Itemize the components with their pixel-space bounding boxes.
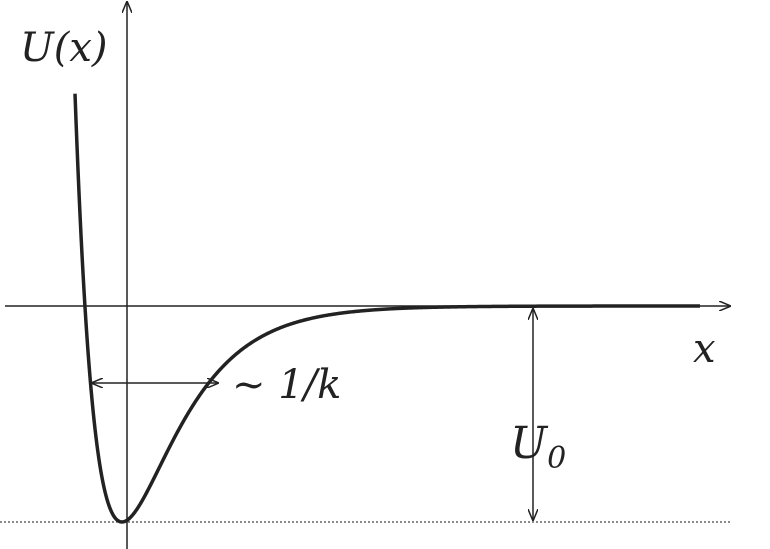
- potential-curve: [73, 93, 700, 524]
- depth-label-subscript: 0: [547, 440, 567, 476]
- width-label: ~ 1/k: [232, 362, 342, 408]
- depth-label: U0: [510, 418, 566, 476]
- x-axis-label: x: [693, 326, 716, 372]
- y-axis-label: U(x): [20, 25, 108, 71]
- depth-label-main: U: [510, 418, 548, 469]
